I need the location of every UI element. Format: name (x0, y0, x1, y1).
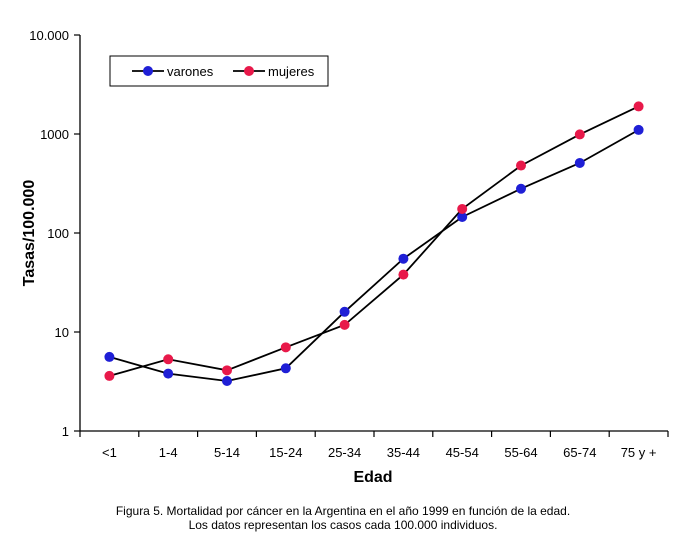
legend-label-mujeres: mujeres (268, 64, 315, 79)
y-tick-label: 1 (62, 424, 69, 439)
legend-label-varones: varones (167, 64, 214, 79)
data-point-varones (222, 375, 232, 386)
data-point-varones (339, 306, 350, 317)
y-axis-title: Tasas/100.000 (21, 180, 38, 287)
data-point-varones (457, 212, 468, 223)
data-point-varones (398, 253, 409, 264)
y-tick-label: 10.000 (29, 28, 69, 43)
series-line-mujeres (109, 105, 639, 377)
x-tick-label: 5-14 (214, 445, 240, 460)
x-tick-label: 65-74 (563, 445, 596, 460)
y-tick-label: 10 (55, 325, 69, 340)
x-tick-label: <1 (102, 445, 117, 460)
series-layer (104, 101, 644, 386)
data-point-mujeres (398, 269, 409, 280)
data-point-mujeres (457, 203, 468, 214)
data-point-mujeres (280, 342, 291, 353)
data-point-varones (280, 363, 291, 374)
x-tick-label: 35-44 (387, 445, 420, 460)
y-tick-label: 1000 (40, 127, 69, 142)
data-point-mujeres (222, 365, 232, 376)
data-point-mujeres (574, 129, 585, 140)
x-tick-label: 45-54 (446, 445, 479, 460)
data-point-mujeres (163, 354, 174, 365)
data-point-varones (104, 351, 115, 362)
series-line-varones (109, 129, 640, 382)
x-tick-label: 75 y + (621, 445, 657, 460)
axes: 1 10 100 1000 10.000 <1 1-4 5-14 15-24 25-34 35-44… (29, 28, 669, 460)
x-tick-label: 25-34 (328, 445, 361, 460)
data-point-varones (574, 157, 585, 168)
x-axis-title: Edad (353, 469, 392, 486)
legend: varones mujeres (109, 55, 329, 87)
x-tick-label: 1-4 (159, 445, 178, 460)
data-point-mujeres (104, 370, 115, 381)
data-point-mujeres (516, 160, 526, 171)
y-tick-label: 100 (47, 226, 69, 241)
data-point-mujeres (633, 101, 644, 112)
data-point-varones (633, 124, 644, 135)
legend-marker-varones (143, 66, 153, 76)
x-tick-label: 15-24 (269, 445, 302, 460)
figure-caption-line-2: Los datos representan los casos cada 100… (188, 518, 498, 532)
figure-caption-line-1: Figura 5. Mortalidad por cáncer en la Ar… (115, 504, 571, 518)
chart: 1 10 100 1000 10.000 <1 1-4 5-14 15-24 25-34 35-44… (21, 28, 669, 486)
data-point-mujeres (339, 319, 350, 330)
data-point-varones (516, 183, 526, 194)
data-point-varones (163, 368, 174, 379)
x-tick-label: 55-64 (504, 445, 537, 460)
legend-marker-mujeres (244, 66, 254, 76)
